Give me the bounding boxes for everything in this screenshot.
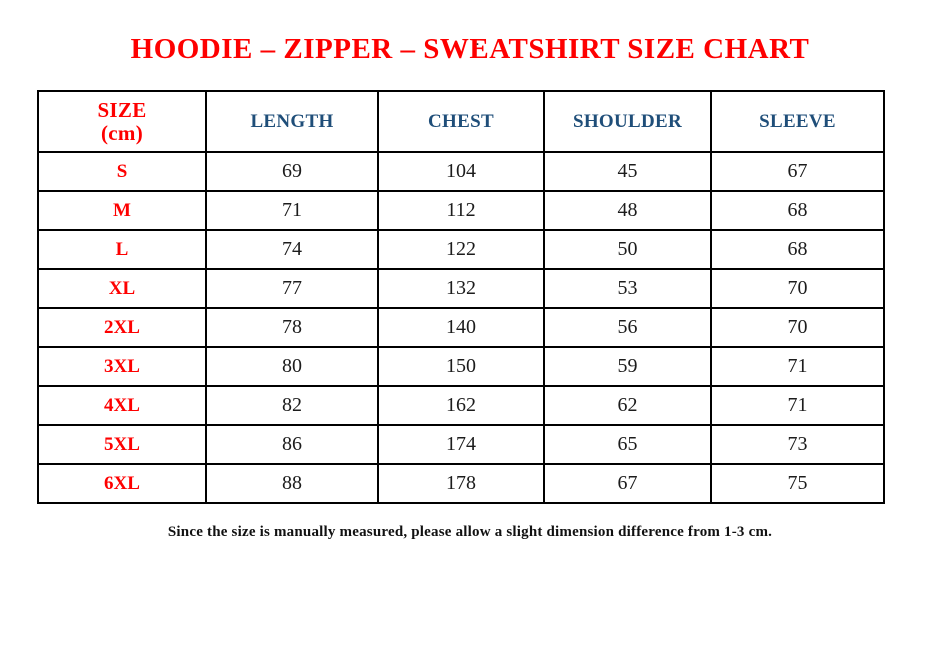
sleeve-value: 71: [710, 385, 885, 426]
page-title: HOODIE – ZIPPER – SWEATSHIRT SIZE CHART: [130, 33, 810, 65]
shoulder-value: 56: [543, 307, 712, 348]
length-value: 86: [205, 424, 379, 465]
table-body: S 69 104 45 67 M 71 112 48 68 L 74 122 5…: [37, 151, 885, 504]
shoulder-value: 65: [543, 424, 712, 465]
chest-value: 112: [377, 190, 545, 231]
chest-value: 150: [377, 346, 545, 387]
shoulder-value: 59: [543, 346, 712, 387]
column-header-length: LENGTH: [205, 90, 379, 153]
size-label: L: [37, 229, 207, 270]
chest-value: 132: [377, 268, 545, 309]
table-row: S 69 104 45 67: [37, 151, 885, 192]
size-label: 5XL: [37, 424, 207, 465]
chest-value: 140: [377, 307, 545, 348]
length-value: 80: [205, 346, 379, 387]
length-value: 78: [205, 307, 379, 348]
length-value: 88: [205, 463, 379, 504]
size-label: 2XL: [37, 307, 207, 348]
sleeve-value: 68: [710, 190, 885, 231]
shoulder-value: 67: [543, 463, 712, 504]
length-value: 69: [205, 151, 379, 192]
length-value: 71: [205, 190, 379, 231]
size-label: S: [37, 151, 207, 192]
size-label: 4XL: [37, 385, 207, 426]
chest-value: 104: [377, 151, 545, 192]
size-label: 6XL: [37, 463, 207, 504]
sleeve-value: 70: [710, 307, 885, 348]
shoulder-value: 50: [543, 229, 712, 270]
sleeve-value: 71: [710, 346, 885, 387]
column-header-shoulder: SHOULDER: [543, 90, 712, 153]
chest-value: 178: [377, 463, 545, 504]
size-label: M: [37, 190, 207, 231]
size-header-line2: (cm): [100, 120, 143, 145]
stray-period-mark: .: [476, 34, 479, 48]
sleeve-value: 70: [710, 268, 885, 309]
length-value: 82: [205, 385, 379, 426]
sleeve-value: 68: [710, 229, 885, 270]
column-header-size: SIZE (cm): [37, 90, 207, 153]
sleeve-value: 75: [710, 463, 885, 504]
measurement-disclaimer: Since the size is manually measured, ple…: [167, 524, 773, 540]
table-header-row: SIZE (cm) LENGTH CHEST SHOULDER SLEEVE: [37, 90, 885, 153]
table-row: 3XL 80 150 59 71: [37, 346, 885, 387]
column-header-chest: CHEST: [377, 90, 545, 153]
chest-value: 174: [377, 424, 545, 465]
length-value: 74: [205, 229, 379, 270]
table-row: 6XL 88 178 67 75: [37, 463, 885, 504]
shoulder-value: 48: [543, 190, 712, 231]
column-header-sleeve: SLEEVE: [710, 90, 885, 153]
shoulder-value: 45: [543, 151, 712, 192]
size-label: XL: [37, 268, 207, 309]
size-label: 3XL: [37, 346, 207, 387]
sleeve-value: 67: [710, 151, 885, 192]
table-row: L 74 122 50 68: [37, 229, 885, 270]
shoulder-value: 53: [543, 268, 712, 309]
size-chart-page: { "stray_mark": ".", "title": "HOODIE – …: [0, 33, 940, 656]
size-chart-table: SIZE (cm) LENGTH CHEST SHOULDER SLEEVE S…: [37, 90, 885, 504]
table-row: 4XL 82 162 62 71: [37, 385, 885, 426]
table-row: XL 77 132 53 70: [37, 268, 885, 309]
length-value: 77: [205, 268, 379, 309]
table-row: 2XL 78 140 56 70: [37, 307, 885, 348]
chest-value: 122: [377, 229, 545, 270]
shoulder-value: 62: [543, 385, 712, 426]
size-header-line1: SIZE: [97, 97, 147, 122]
sleeve-value: 73: [710, 424, 885, 465]
table-row: M 71 112 48 68: [37, 190, 885, 231]
table-row: 5XL 86 174 65 73: [37, 424, 885, 465]
chest-value: 162: [377, 385, 545, 426]
